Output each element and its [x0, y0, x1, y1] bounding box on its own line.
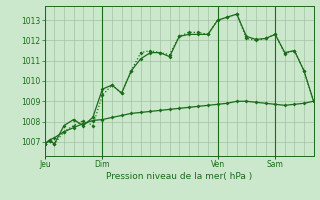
- X-axis label: Pression niveau de la mer( hPa ): Pression niveau de la mer( hPa ): [106, 172, 252, 181]
